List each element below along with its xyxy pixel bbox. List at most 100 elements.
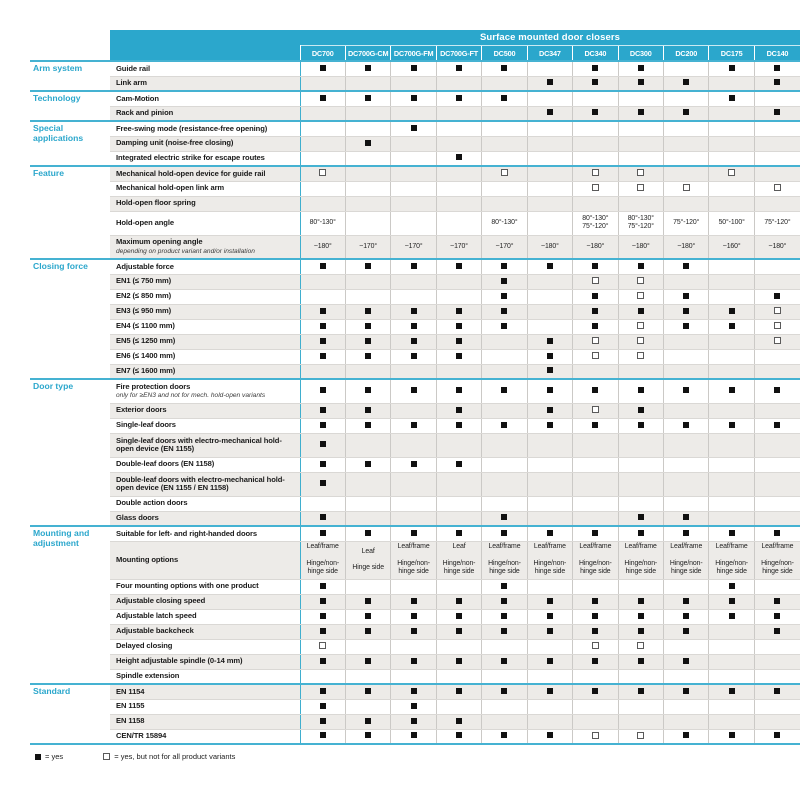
yes-marker xyxy=(617,525,664,542)
page: Surface mounted door closers DC700 DC700G… xyxy=(30,30,800,761)
row-label: Hold-open angle xyxy=(110,211,300,236)
empty-cell xyxy=(435,669,482,685)
yes-marker xyxy=(572,106,619,122)
row-label: Exterior doors xyxy=(110,403,300,419)
filled-square-icon xyxy=(637,262,644,269)
empty-cell xyxy=(299,274,346,290)
filled-square-icon xyxy=(501,529,508,536)
table-row: Mechanical hold-open link arm xyxy=(30,181,800,197)
filled-square-icon xyxy=(319,514,326,521)
yes-marker xyxy=(481,624,528,640)
yes-marker xyxy=(617,624,664,640)
empty-cell xyxy=(390,433,437,458)
filled-square-icon xyxy=(546,262,553,269)
partial-marker xyxy=(572,274,619,290)
filled-square-icon xyxy=(319,529,326,536)
empty-cell xyxy=(753,136,800,152)
yes-marker xyxy=(572,304,619,320)
table-row: CEN/TR 15894 xyxy=(30,729,800,745)
yes-marker xyxy=(708,683,755,700)
open-square-icon xyxy=(773,322,781,330)
open-square-icon xyxy=(591,352,599,360)
open-square-icon xyxy=(591,642,599,650)
filled-square-icon xyxy=(410,352,417,359)
filled-square-icon xyxy=(774,529,781,536)
open-square-icon xyxy=(591,406,599,414)
empty-cell xyxy=(708,76,755,92)
filled-square-icon xyxy=(592,597,599,604)
row-label: CEN/TR 15894 xyxy=(110,729,300,745)
filled-square-icon xyxy=(319,687,326,694)
empty-cell xyxy=(481,496,528,512)
yes-marker xyxy=(526,525,573,542)
yes-marker xyxy=(344,334,391,350)
table-row: Double action doors xyxy=(30,496,800,512)
empty-cell xyxy=(662,496,709,512)
yes-marker xyxy=(753,106,800,122)
filled-square-icon xyxy=(683,307,690,314)
value-cell: Leaf/frame Hinge/non-hinge side xyxy=(572,541,619,580)
yes-marker xyxy=(390,378,437,404)
yes-marker xyxy=(526,378,573,404)
row-label: Maximum opening angle depending on produc… xyxy=(110,235,300,260)
filled-square-icon xyxy=(319,480,326,487)
yes-marker xyxy=(435,457,482,473)
empty-cell xyxy=(753,699,800,715)
yes-marker xyxy=(344,683,391,700)
yes-marker xyxy=(662,624,709,640)
empty-cell xyxy=(708,106,755,122)
filled-square-icon xyxy=(319,702,326,709)
row-label: Link arm xyxy=(110,76,300,92)
table-row: EN 1155 xyxy=(30,699,800,715)
yes-marker xyxy=(572,609,619,625)
yes-marker xyxy=(708,609,755,625)
filled-square-icon xyxy=(365,262,372,269)
yes-marker xyxy=(481,594,528,610)
yes-marker xyxy=(390,418,437,434)
yes-marker xyxy=(390,60,437,77)
empty-cell xyxy=(753,90,800,107)
filled-square-icon xyxy=(410,124,417,131)
empty-cell xyxy=(753,403,800,419)
empty-cell xyxy=(753,151,800,167)
empty-cell xyxy=(299,151,346,167)
filled-square-icon xyxy=(501,582,508,589)
value-cell: Leaf/frame Hinge/non-hinge side xyxy=(481,541,528,580)
filled-square-icon xyxy=(592,627,599,634)
yes-marker xyxy=(572,258,619,275)
value-cell: 80°-130° 75°-120° xyxy=(572,211,619,236)
filled-square-icon xyxy=(592,612,599,619)
column-header-dc340: DC340 xyxy=(572,45,619,61)
empty-cell xyxy=(572,496,619,512)
yes-marker xyxy=(753,60,800,77)
empty-cell xyxy=(753,579,800,595)
partial-marker xyxy=(299,639,346,655)
empty-cell xyxy=(481,196,528,212)
row-label: EN5 (≤ 1250 mm) xyxy=(110,334,300,350)
yes-marker xyxy=(435,258,482,275)
row-label: Hold-open floor spring xyxy=(110,196,300,212)
filled-square-icon xyxy=(592,421,599,428)
yes-marker xyxy=(390,714,437,730)
empty-cell xyxy=(753,511,800,527)
filled-square-icon xyxy=(774,421,781,428)
empty-cell xyxy=(572,669,619,685)
filled-square-icon xyxy=(319,732,326,739)
filled-square-icon xyxy=(319,441,326,448)
empty-cell xyxy=(708,699,755,715)
yes-marker xyxy=(526,418,573,434)
partial-marker xyxy=(617,289,664,305)
filled-square-icon xyxy=(774,387,781,394)
yes-marker xyxy=(526,364,573,380)
yes-marker xyxy=(481,729,528,745)
empty-cell xyxy=(481,106,528,122)
empty-cell xyxy=(481,349,528,365)
yes-marker xyxy=(344,349,391,365)
filled-square-icon xyxy=(637,307,644,314)
filled-square-icon xyxy=(728,597,735,604)
empty-cell xyxy=(526,714,573,730)
filled-square-icon xyxy=(501,597,508,604)
filled-square-icon xyxy=(546,406,553,413)
open-square-icon xyxy=(637,337,645,345)
value-cell: 50°-100° xyxy=(708,211,755,236)
